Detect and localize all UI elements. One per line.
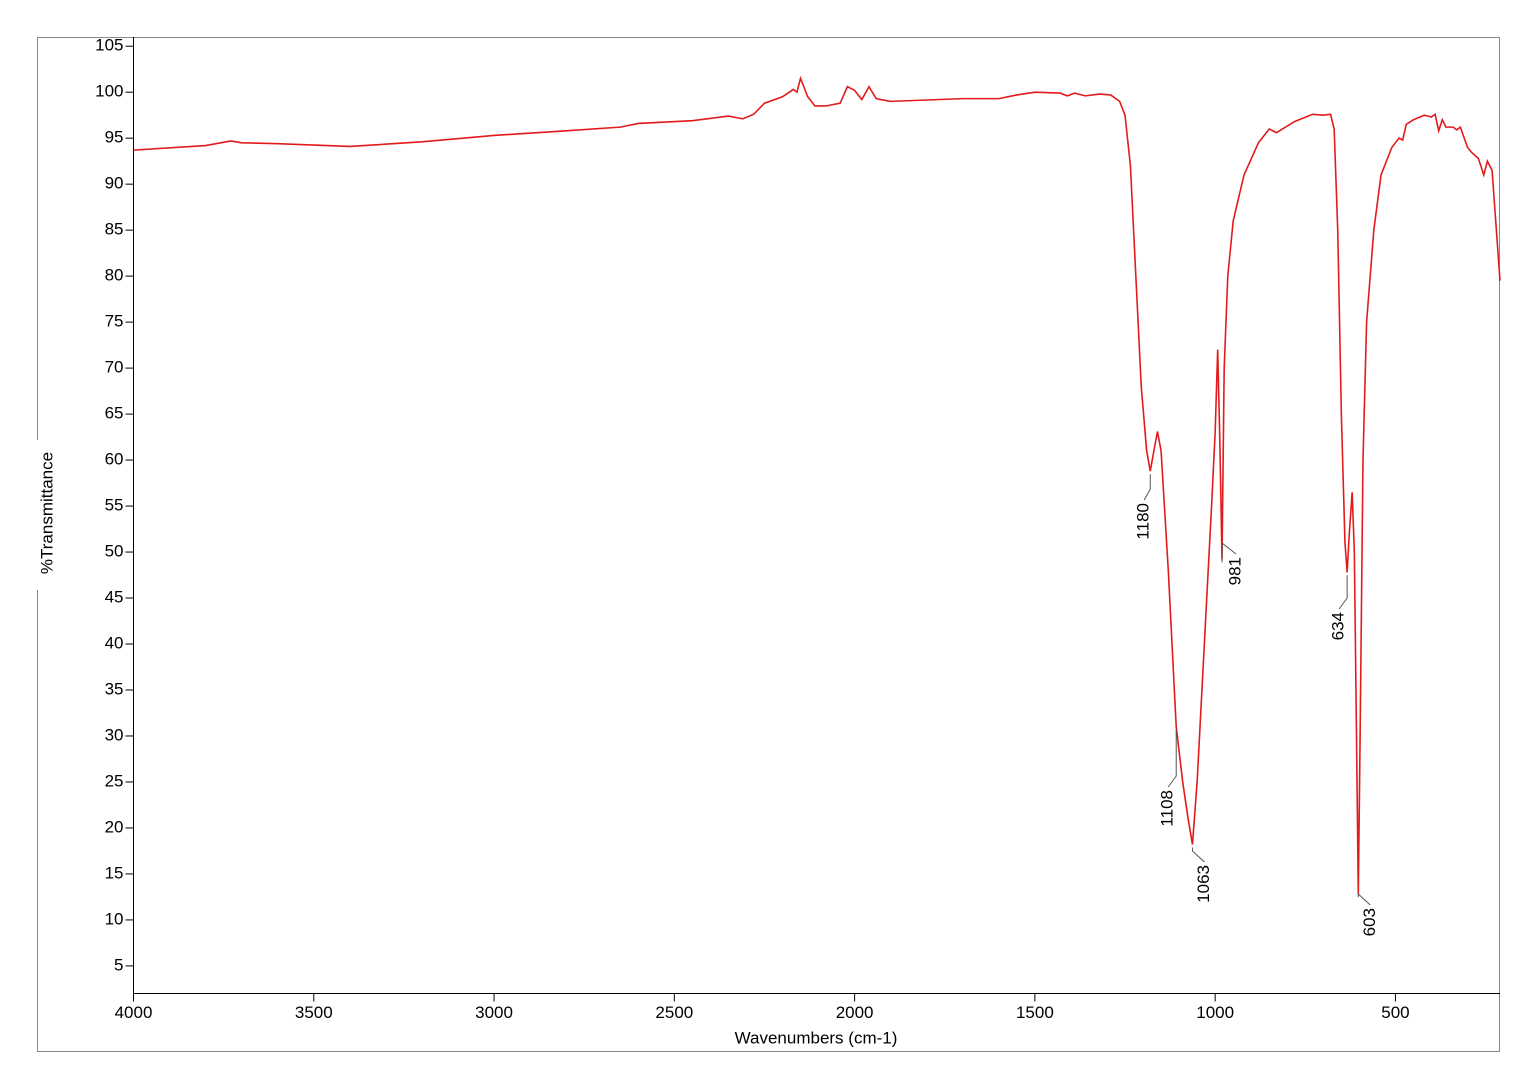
peak-leader xyxy=(1191,847,1205,863)
peak-leader xyxy=(1357,892,1371,906)
spectrum-line xyxy=(133,75,1501,895)
peak-label: 1180 xyxy=(1134,503,1153,540)
y-tick-label: 35 xyxy=(105,679,124,698)
axes xyxy=(133,37,1500,994)
peak-leader xyxy=(1167,729,1177,788)
y-tick-label: 95 xyxy=(105,128,124,147)
y-tick-label: 25 xyxy=(105,771,124,790)
label-gap xyxy=(20,440,50,590)
y-tick-label: 70 xyxy=(105,358,124,377)
y-tick-label: 65 xyxy=(105,404,124,423)
x-tick-label: 1500 xyxy=(1016,1003,1054,1022)
x-tick-label: 3500 xyxy=(295,1003,333,1022)
x-axis-label: Wavenumbers (cm-1) xyxy=(735,1028,898,1047)
peak-leader xyxy=(1338,575,1348,610)
y-tick-label: 15 xyxy=(105,863,124,882)
x-tick-label: 2000 xyxy=(836,1003,874,1022)
y-tick-label: 30 xyxy=(105,725,124,744)
y-tick-label: 10 xyxy=(105,909,124,928)
frame xyxy=(37,37,1500,1052)
y-tick-label: 45 xyxy=(105,588,124,607)
x-tick-label: 1000 xyxy=(1196,1003,1234,1022)
x-tick-label: 4000 xyxy=(115,1003,153,1022)
peak-leader xyxy=(1221,541,1237,563)
peak-label: 981 xyxy=(1225,557,1244,585)
y-tick-label: 50 xyxy=(105,542,124,561)
peak-label: 634 xyxy=(1329,612,1348,640)
x-tick-label: 500 xyxy=(1381,1003,1409,1022)
y-tick-label: 100 xyxy=(95,82,123,101)
peak-label: 1108 xyxy=(1158,790,1177,827)
y-tick-label: 40 xyxy=(105,633,124,652)
peak-label: 1063 xyxy=(1194,865,1213,903)
y-tick-label: 5 xyxy=(114,955,123,974)
x-tick-label: 2500 xyxy=(655,1003,693,1022)
y-tick-label: 20 xyxy=(105,817,124,836)
x-tick-label: 3000 xyxy=(475,1003,513,1022)
y-tick-label: 75 xyxy=(105,312,124,331)
y-tick-label: 60 xyxy=(105,450,124,469)
peak-leader xyxy=(1143,474,1151,501)
y-tick-label: 90 xyxy=(105,174,124,193)
y-axis-label: %Transmittance xyxy=(37,452,56,574)
peak-label: 603 xyxy=(1360,908,1379,936)
y-tick-label: 80 xyxy=(105,266,124,285)
y-tick-label: 55 xyxy=(105,496,124,515)
y-tick-label: 105 xyxy=(95,36,123,55)
y-tick-label: 85 xyxy=(105,220,124,239)
